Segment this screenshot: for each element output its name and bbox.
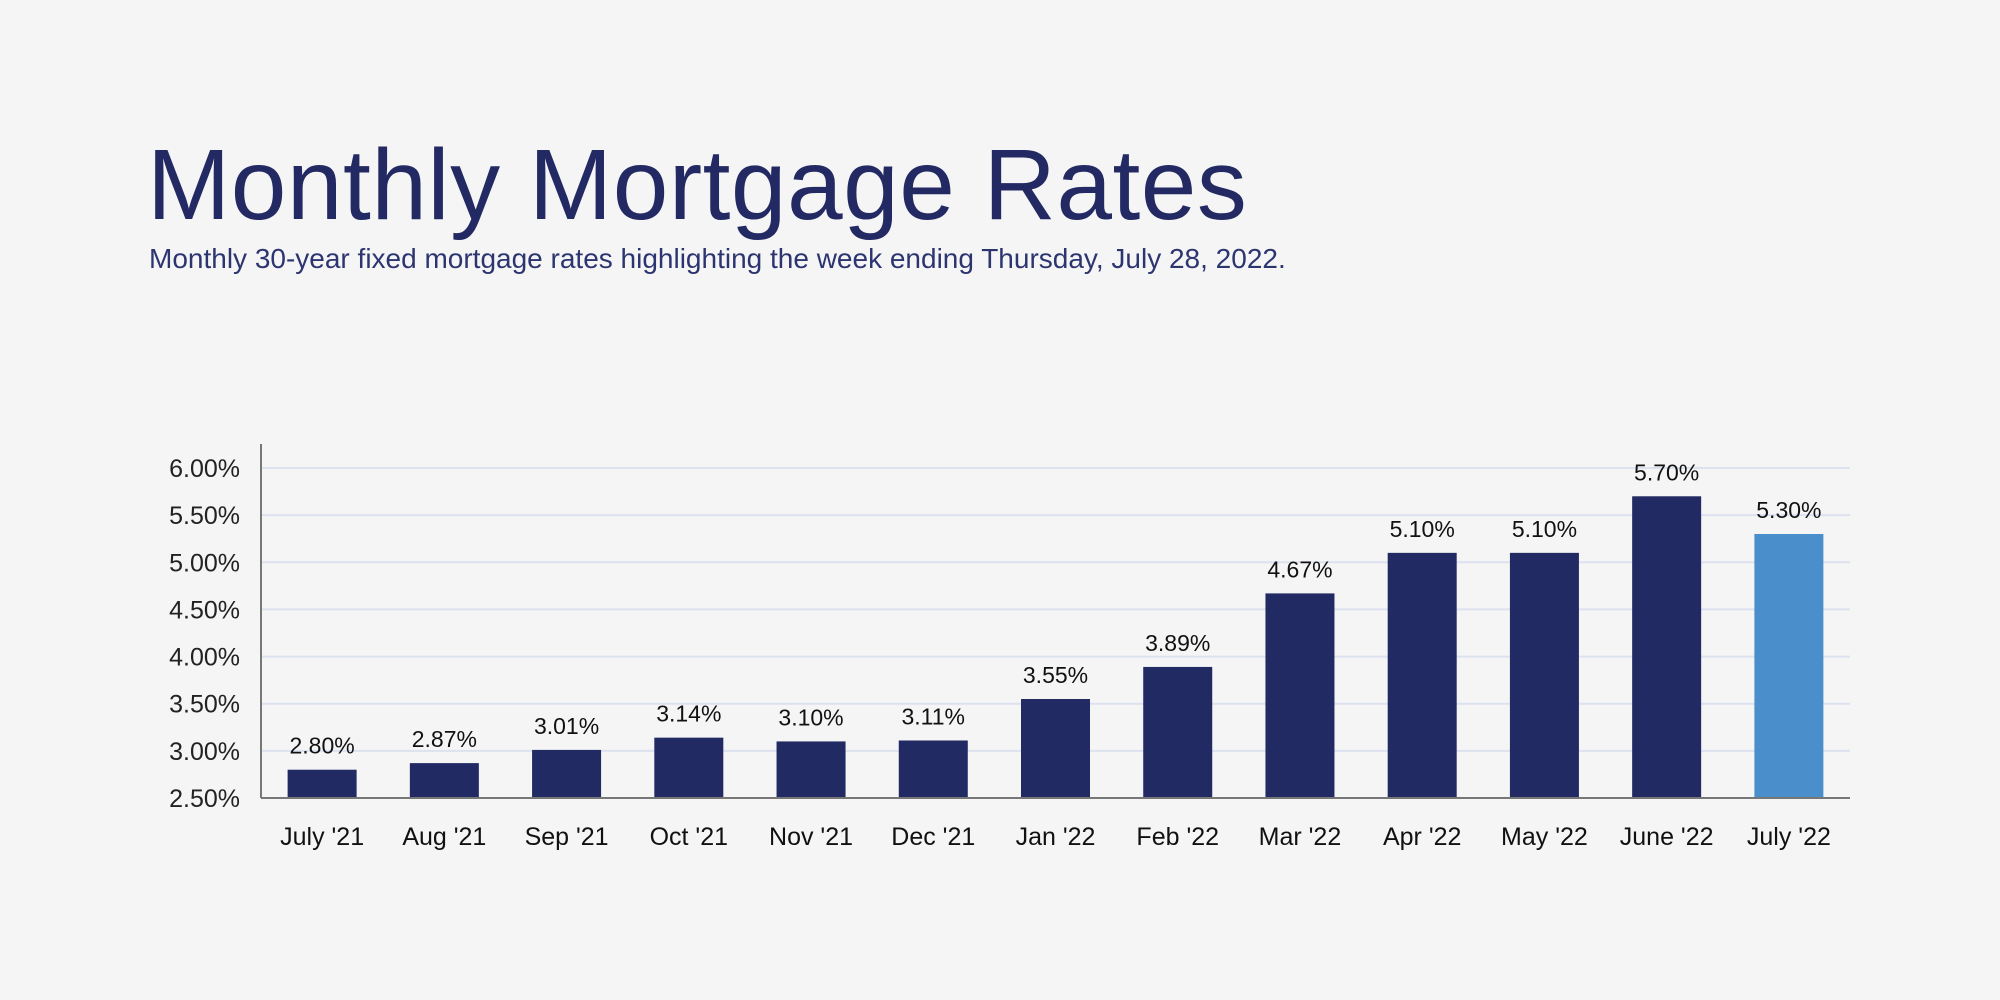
x-tick-label: May '22: [1501, 823, 1588, 851]
x-tick-label: Apr '22: [1383, 823, 1461, 851]
bar: [1632, 496, 1702, 798]
y-tick-label: 5.50%: [169, 502, 240, 530]
data-label: 3.11%: [902, 703, 966, 729]
data-label: 3.10%: [778, 704, 843, 730]
bar: [1754, 534, 1824, 798]
chart-subtitle: Monthly 30-year fixed mortgage rates hig…: [149, 243, 1286, 274]
data-label: 5.30%: [1756, 497, 1821, 523]
bar: [1387, 552, 1457, 798]
x-tick-label: Jan '22: [1016, 823, 1096, 851]
y-tick-label: 5.00%: [169, 549, 240, 577]
bar: [287, 769, 357, 798]
x-tick-label: Sep '21: [525, 823, 609, 851]
x-tick-label: Aug '21: [402, 823, 486, 851]
bar: [1509, 552, 1579, 798]
x-tick-label: July '21: [280, 823, 364, 851]
data-label: 2.87%: [412, 726, 477, 752]
chart-title: Monthly Mortgage Rates: [147, 129, 1248, 241]
bar: [898, 740, 968, 798]
x-tick-label: July '22: [1747, 823, 1831, 851]
bar: [776, 741, 846, 798]
y-tick-label: 6.00%: [169, 455, 240, 483]
data-label: 5.10%: [1512, 516, 1577, 542]
x-tick-label: Mar '22: [1259, 823, 1342, 851]
data-label: 3.14%: [656, 701, 721, 727]
x-tick-label: Oct '21: [650, 823, 728, 851]
data-label: 3.01%: [534, 713, 599, 739]
y-tick-label: 2.50%: [169, 785, 240, 813]
data-label: 3.55%: [1023, 662, 1088, 688]
data-label: 4.67%: [1267, 556, 1332, 582]
bar: [1265, 593, 1335, 798]
y-tick-label: 4.50%: [169, 596, 240, 624]
x-tick-label: June '22: [1620, 823, 1714, 851]
y-tick-label: 3.50%: [169, 691, 240, 719]
data-label: 5.70%: [1634, 459, 1699, 485]
x-tick-label: Feb '22: [1136, 823, 1219, 851]
x-tick-label: Dec '21: [891, 823, 975, 851]
bar: [409, 763, 479, 798]
y-tick-label: 3.00%: [169, 738, 240, 766]
data-label: 2.80%: [290, 733, 355, 759]
bar: [1143, 666, 1213, 798]
bar: [654, 737, 724, 798]
data-label: 3.89%: [1145, 630, 1210, 656]
x-tick-label: Nov '21: [769, 823, 853, 851]
y-tick-label: 4.00%: [169, 644, 240, 672]
data-label: 5.10%: [1390, 516, 1455, 542]
bar: [532, 749, 602, 798]
bar: [1021, 699, 1090, 798]
